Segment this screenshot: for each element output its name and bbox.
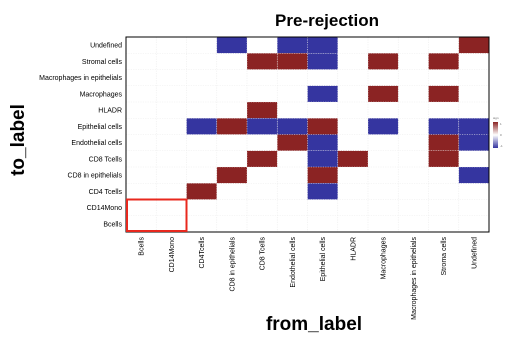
heatmap-cell (247, 150, 278, 167)
heatmap-cell (458, 134, 489, 151)
heatmap-cell (216, 37, 247, 54)
heatmap-cell (458, 167, 489, 184)
x-tick-label: Undefined (471, 237, 478, 269)
x-tick-label: Epithelial cells (320, 237, 327, 282)
legend-tick-low: -1 (500, 144, 503, 148)
x-tick-label: Macrophages (381, 237, 388, 280)
x-axis: Bcells CD14Mono CD4Tcells CD8 in epithelial… (139, 237, 479, 320)
x-tick-label: Stroma cells (441, 237, 448, 276)
heatmap-cell (428, 134, 459, 151)
legend-tick-mid: 0 (500, 133, 502, 137)
x-tick-label: HLADR (350, 237, 357, 261)
heatmap-cell (307, 53, 338, 70)
heatmap-cell (307, 150, 338, 167)
highlight-box (126, 198, 188, 232)
heatmap-cell (307, 37, 338, 54)
heatmap-cell (368, 118, 399, 135)
x-tick-label: Bcells (139, 237, 146, 256)
heatmap-cells (186, 37, 489, 200)
plot-panel (125, 36, 490, 233)
legend: sign 1 0 -1 (493, 116, 503, 148)
heatmap-cell (428, 150, 459, 167)
y-tick-label: Bcells (103, 221, 122, 228)
chart-title: Pre-rejection (275, 11, 379, 30)
heatmap-cell (247, 53, 278, 70)
heatmap-cell (277, 53, 308, 70)
heatmap-cell (216, 167, 247, 184)
heatmap-cell (307, 183, 338, 200)
x-tick-label: Endothelial cells (290, 237, 297, 288)
heatmap-cell (307, 85, 338, 102)
x-tick-label: CD4Tcells (199, 237, 206, 269)
heatmap-cell (307, 118, 338, 135)
heatmap-cell (216, 118, 247, 135)
heatmap-cell (186, 183, 217, 200)
x-tick-label: Macrophages in epithelials (411, 237, 418, 320)
heatmap-cell (368, 85, 399, 102)
y-axis: Undefined Stromal cells Macrophages in epi… (39, 43, 122, 229)
y-tick-label: CD8 in epithelials (68, 173, 123, 180)
heatmap-cell (428, 53, 459, 70)
heatmap-cell (368, 53, 399, 70)
heatmap-cell (277, 37, 308, 54)
x-axis-title: from_label (266, 314, 362, 335)
y-tick-label: Macrophages (80, 91, 123, 98)
y-axis-title: to_label (8, 104, 29, 176)
heatmap-cell (277, 134, 308, 151)
legend-title: sign (493, 116, 499, 120)
x-tick-label: CD8 in epithelials (229, 237, 236, 292)
x-tick-label: CD14Mono (169, 237, 176, 273)
heatmap-cell (428, 118, 459, 135)
heatmap-cell (247, 102, 278, 119)
heatmap-cell (307, 134, 338, 151)
y-tick-label: CD14Mono (87, 205, 123, 212)
legend-tick-high: 1 (500, 122, 502, 126)
y-tick-label: Endothelial cells (71, 140, 122, 147)
heatmap-cell (337, 150, 368, 167)
y-tick-label: Macrophages in epithelials (39, 75, 122, 82)
heatmap-cell (307, 167, 338, 184)
heatmap-cell (458, 37, 489, 54)
x-tick-label: CD8 Tcells (260, 237, 267, 271)
y-tick-label: CD8 Tcells (89, 156, 123, 163)
heatmap-cell (458, 118, 489, 135)
y-tick-label: HLADR (98, 108, 122, 115)
y-tick-label: Stromal cells (82, 59, 123, 66)
heatmap-cell (247, 118, 278, 135)
legend-colorbar (493, 122, 498, 148)
y-tick-label: Epithelial cells (78, 124, 123, 131)
heatmap-cell (186, 118, 217, 135)
heatmap-cell (428, 85, 459, 102)
heatmap-cell (277, 118, 308, 135)
y-tick-label: Undefined (90, 43, 122, 50)
y-tick-label: CD4 Tcells (89, 189, 123, 196)
